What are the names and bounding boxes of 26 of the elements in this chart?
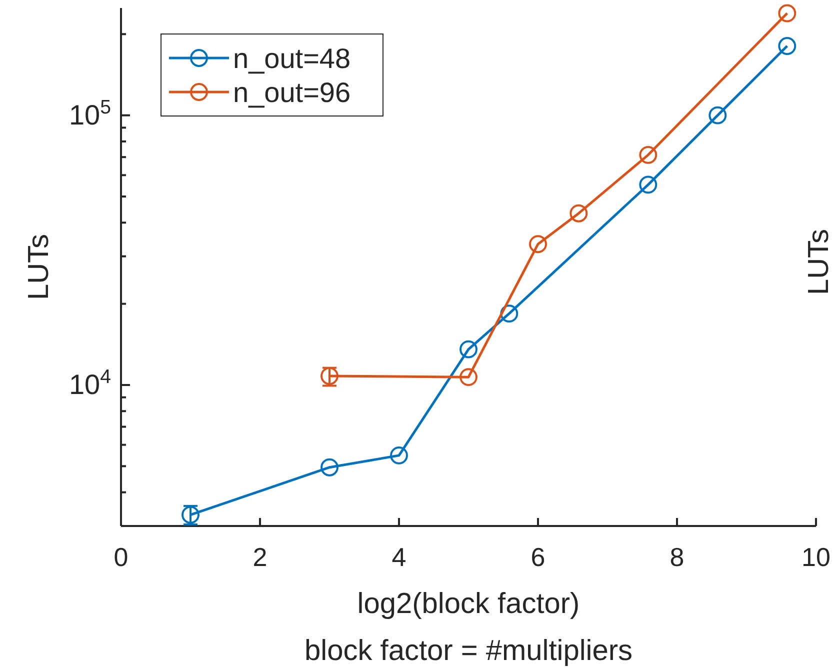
x-tick-label: 2: [252, 542, 268, 572]
point: [390, 446, 408, 464]
point: [708, 106, 727, 124]
point: [639, 146, 658, 164]
text: block factor = #multipliers: [304, 635, 632, 667]
point: [778, 37, 796, 55]
point: [639, 176, 658, 194]
x-tick-label: 8: [670, 542, 684, 572]
x-axis-title: log2(block factor): [357, 588, 580, 620]
x-tick-label: 10: [802, 542, 830, 572]
point: [460, 368, 478, 386]
point: [529, 235, 547, 254]
annotation: LUTs: [803, 228, 835, 296]
y-tick-label: 10$^{5}$: [68, 96, 112, 130]
point: [778, 4, 796, 22]
legend-label: n_out=96: [233, 77, 351, 108]
y-axis-title: LUTs: [23, 234, 55, 300]
x-tick-label: 4: [392, 542, 406, 572]
point: [500, 304, 518, 323]
point: [570, 204, 588, 222]
x-tick-label: 0: [114, 542, 128, 572]
point: [460, 340, 478, 358]
x-tick-label: 6: [530, 542, 546, 572]
point: [320, 458, 338, 476]
legend-label: n_out=48: [233, 43, 351, 74]
y-tick-label: 10$^{4}$: [68, 366, 112, 400]
